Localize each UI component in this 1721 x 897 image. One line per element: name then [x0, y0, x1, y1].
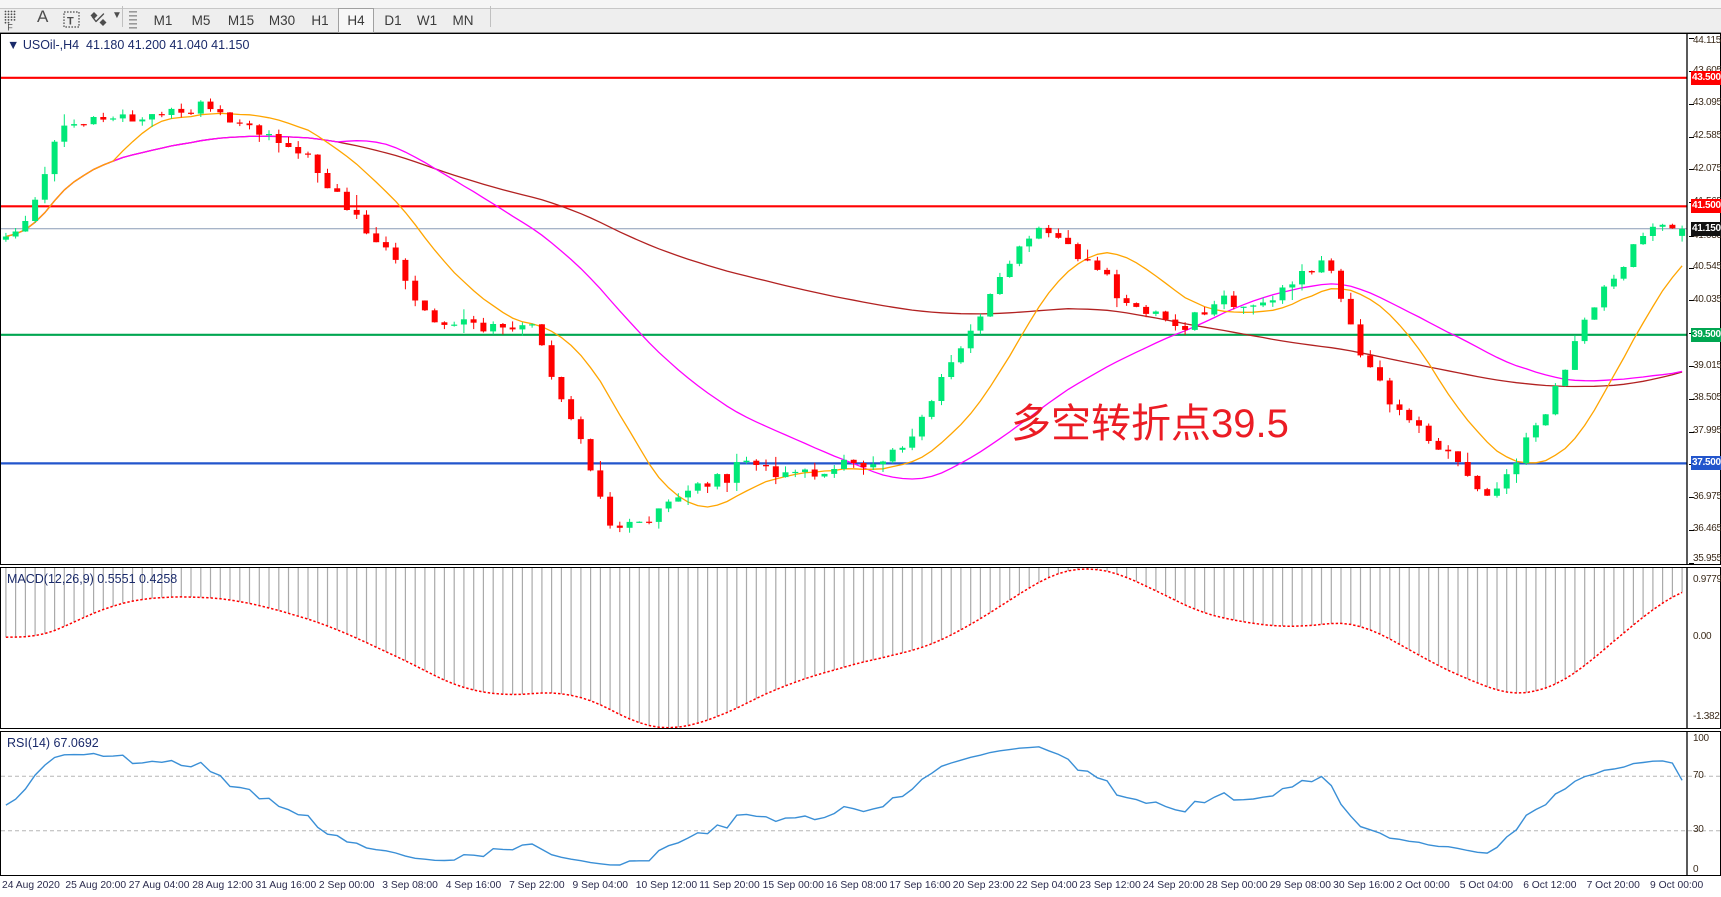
svg-text:T: T: [67, 16, 74, 28]
svg-text:F: F: [7, 23, 13, 33]
svg-text:多空转折点39.5: 多空转折点39.5: [1011, 402, 1289, 446]
